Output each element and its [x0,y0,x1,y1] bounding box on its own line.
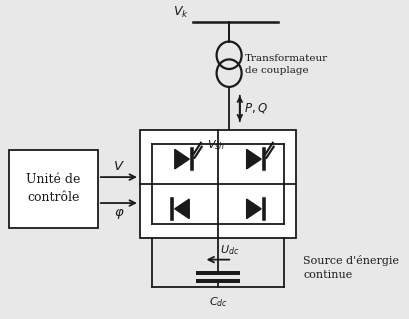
Text: $U_{dc}$: $U_{dc}$ [220,243,239,257]
Bar [140,130,296,238]
Text: $C_{dc}$: $C_{dc}$ [209,295,227,309]
Text: $V_k$: $V_k$ [173,5,189,20]
Polygon shape [247,199,261,219]
Text: $V_{sh}$: $V_{sh}$ [207,138,225,152]
Polygon shape [175,199,189,219]
Polygon shape [175,149,189,169]
Text: $\varphi$: $\varphi$ [114,207,124,221]
Text: $V$: $V$ [113,160,125,173]
Text: Transformateur
de couplage: Transformateur de couplage [245,54,328,75]
Text: Source d'énergie
continue: Source d'énergie continue [303,255,399,280]
Bar [9,150,98,228]
Text: Unité de
contrôle: Unité de contrôle [26,174,81,204]
Polygon shape [247,149,261,169]
Text: $P, Q$: $P, Q$ [244,101,268,115]
